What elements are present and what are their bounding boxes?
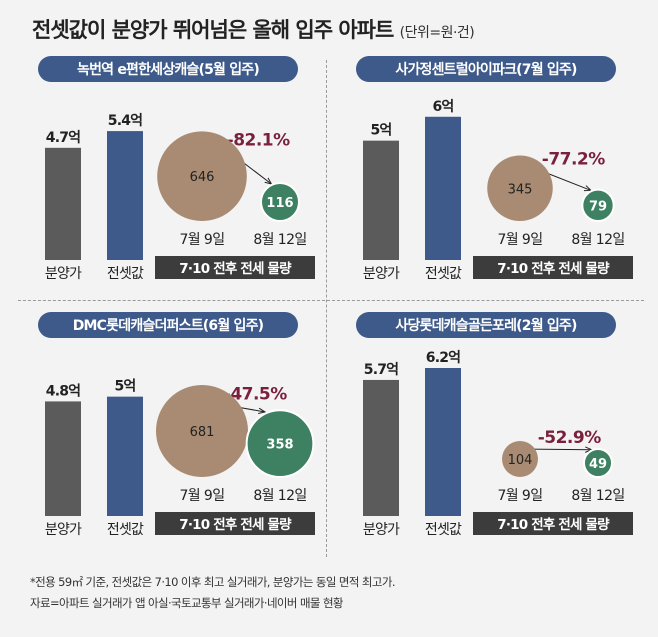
change-percent-label: -82.1% bbox=[227, 131, 290, 151]
date-label: 7월 9일 bbox=[497, 232, 542, 248]
listings-after-bubble bbox=[583, 448, 613, 478]
footnote-basis: *전용 59㎡ 기준, 전셋값은 7·10 이후 최고 실거래가, 분양가는 동… bbox=[30, 575, 396, 589]
listings-before-value: 681 bbox=[190, 425, 215, 440]
listings-after-value: 116 bbox=[266, 196, 293, 211]
panel-title: 사가정센트럴아이파크(7월 입주) bbox=[356, 56, 616, 82]
date-label: 7월 9일 bbox=[179, 232, 224, 248]
bar-value-label: 6.2억 bbox=[426, 350, 460, 366]
date-label: 7월 9일 bbox=[497, 488, 542, 504]
bar-value-label: 6억 bbox=[432, 99, 453, 115]
bar-category-label: 분양가 bbox=[363, 266, 400, 282]
listings-before-bubble bbox=[487, 155, 553, 221]
bar-category-label: 전셋값 bbox=[107, 266, 144, 282]
jeonse-price-bar bbox=[107, 396, 143, 516]
listings-after-value: 49 bbox=[589, 457, 607, 472]
sale-price-bar bbox=[45, 147, 81, 260]
footnote-source: 자료=아파트 실거래가 앱 아실·국토교통부 실거래가·네이버 매물 현황 bbox=[30, 596, 344, 610]
unit-label: (단위=원·건) bbox=[399, 25, 475, 41]
caption-text: 7·10 전후 전세 물량 bbox=[497, 260, 610, 277]
bar-category-label: 전셋값 bbox=[425, 522, 462, 538]
jeonse-price-bar bbox=[425, 116, 461, 260]
listings-before-bubble bbox=[502, 441, 538, 477]
sale-price-bar bbox=[363, 140, 399, 260]
date-label: 8월 12일 bbox=[571, 488, 624, 504]
bar-category-label: 분양가 bbox=[45, 266, 82, 282]
listings-after-value: 79 bbox=[589, 199, 607, 214]
listings-before-value: 104 bbox=[508, 453, 533, 468]
date-label: 7월 9일 bbox=[179, 488, 224, 504]
panel-title: 녹번역 e편한세상캐슬(5월 입주) bbox=[38, 56, 298, 82]
bar-value-label: 4.7억 bbox=[46, 130, 80, 146]
title-text: 전셋값이 분양가 뛰어넘은 올해 입주 아파트 bbox=[32, 18, 394, 42]
listings-before-value: 646 bbox=[190, 170, 215, 185]
bar-value-label: 5.4억 bbox=[108, 113, 142, 129]
caption-text: 7·10 전후 전세 물량 bbox=[179, 260, 292, 277]
caption-text: 7·10 전후 전세 물량 bbox=[179, 516, 292, 533]
listings-after-value: 358 bbox=[266, 438, 293, 453]
panel-title: DMC롯데캐슬더퍼스트(6월 입주) bbox=[38, 312, 298, 338]
change-arrow bbox=[530, 448, 592, 451]
panel-title: 사당롯데캐슬골든포레(2월 입주) bbox=[356, 312, 616, 338]
change-percent-label: -52.9% bbox=[538, 428, 601, 448]
caption-box bbox=[155, 512, 315, 535]
bar-category-label: 전셋값 bbox=[425, 266, 462, 282]
bar-value-label: 5.7억 bbox=[364, 362, 398, 378]
bar-value-label: 5억 bbox=[370, 123, 391, 139]
listings-before-value: 345 bbox=[508, 182, 533, 197]
change-percent-label: -47.5% bbox=[224, 385, 287, 405]
change-percent-label: -77.2% bbox=[542, 149, 605, 169]
sale-price-bar bbox=[45, 401, 81, 516]
listings-after-bubble bbox=[260, 182, 300, 222]
listings-after-bubble bbox=[245, 409, 315, 479]
listings-after-bubble bbox=[581, 188, 615, 222]
bar-value-label: 5억 bbox=[114, 379, 135, 395]
date-label: 8월 12일 bbox=[253, 488, 306, 504]
bar-category-label: 전셋값 bbox=[107, 522, 144, 538]
date-label: 8월 12일 bbox=[571, 232, 624, 248]
bar-category-label: 분양가 bbox=[363, 522, 400, 538]
jeonse-price-bar bbox=[425, 368, 461, 516]
caption-box bbox=[473, 256, 633, 279]
vertical-divider bbox=[326, 60, 327, 557]
sale-price-bar bbox=[363, 379, 399, 516]
chart-title: 전셋값이 분양가 뛰어넘은 올해 입주 아파트 (단위=원·건) bbox=[32, 14, 475, 44]
bar-category-label: 분양가 bbox=[45, 522, 82, 538]
arrow-head bbox=[258, 407, 267, 415]
caption-text: 7·10 전후 전세 물량 bbox=[497, 516, 610, 533]
caption-box bbox=[155, 256, 315, 279]
date-label: 8월 12일 bbox=[253, 232, 306, 248]
bar-value-label: 4.8억 bbox=[46, 383, 80, 399]
listings-before-bubble bbox=[156, 385, 248, 477]
jeonse-price-bar bbox=[107, 131, 143, 260]
listings-before-bubble bbox=[157, 131, 247, 221]
horizontal-divider bbox=[18, 300, 644, 301]
caption-box bbox=[473, 512, 633, 535]
